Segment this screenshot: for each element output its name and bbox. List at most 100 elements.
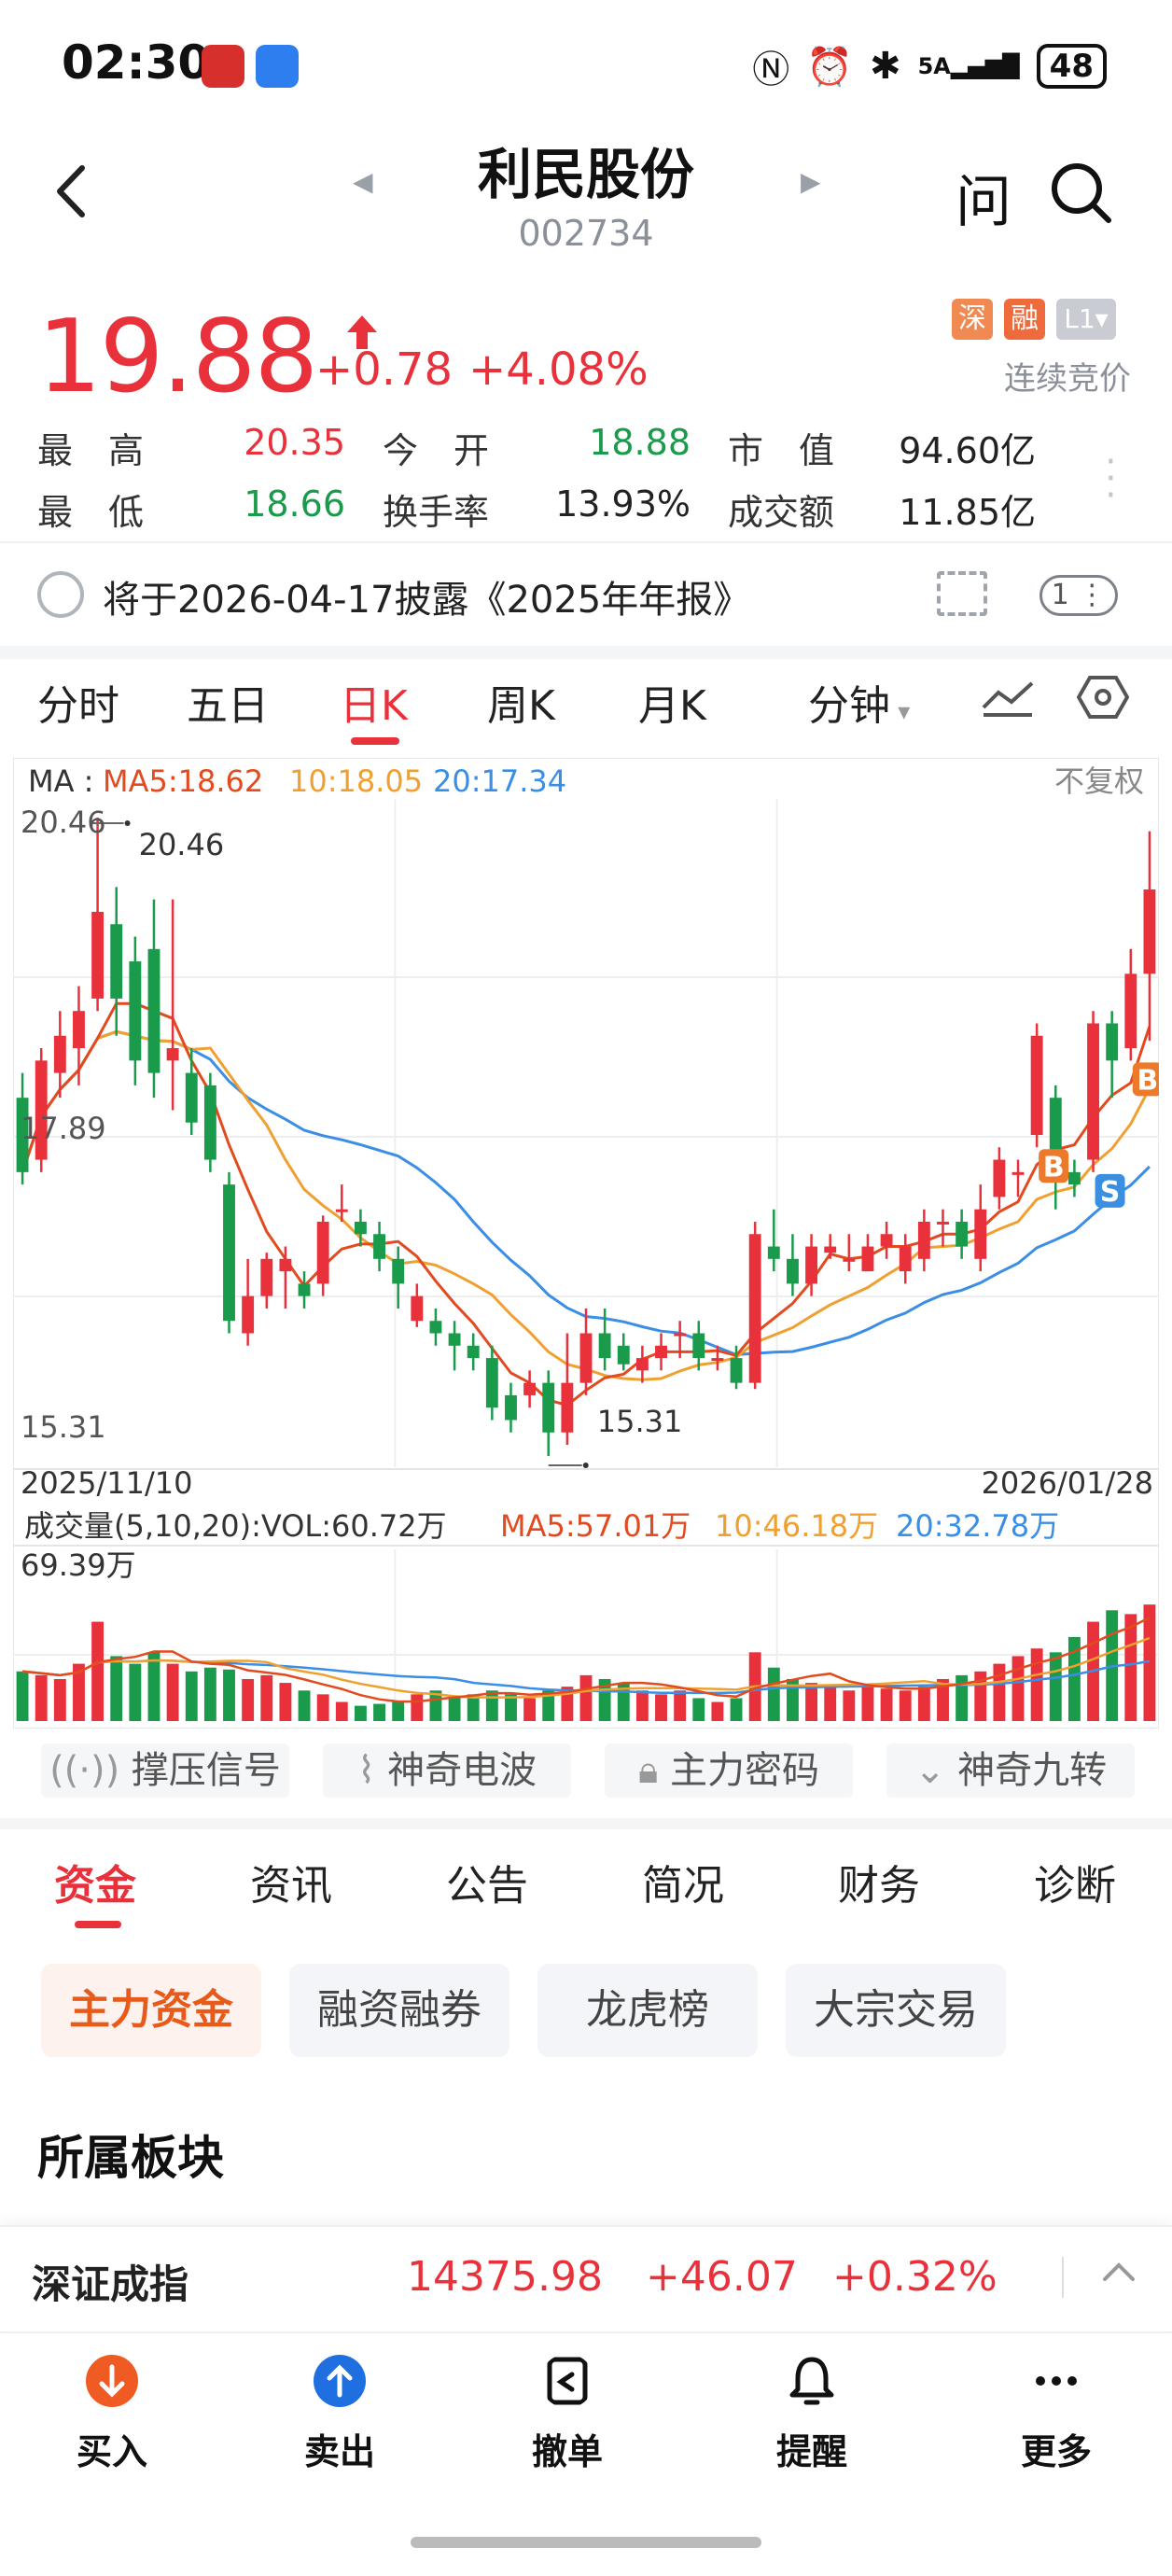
- indicator-line-icon[interactable]: [980, 674, 1036, 721]
- volume-ma-lines: [21, 1616, 1151, 1703]
- volume-bar: [448, 1696, 461, 1721]
- price-change-pct: +4.08%: [468, 343, 649, 396]
- trading-status: 连续竞价: [1004, 360, 1131, 398]
- next-stock-icon[interactable]: ▶: [801, 166, 821, 197]
- candle-body: [316, 1221, 329, 1284]
- tab-monthly-k[interactable]: 月K: [638, 682, 706, 730]
- volume-bar: [392, 1701, 405, 1721]
- tab-weekly-k[interactable]: 周K: [487, 682, 555, 730]
- turnover-rate-label: 换手率: [383, 492, 490, 533]
- nav-buy[interactable]: 买入: [37, 2354, 187, 2474]
- candle-body: [1124, 973, 1137, 1049]
- chart-settings-icon[interactable]: [1077, 674, 1129, 721]
- date-end: 2026/01/28: [982, 1465, 1153, 1501]
- tab-financials[interactable]: 财务: [838, 1862, 920, 1910]
- index-bar[interactable]: [0, 2225, 1172, 2330]
- stock-code: 002734: [518, 213, 654, 254]
- tab-news[interactable]: 资讯: [250, 1862, 332, 1910]
- wave-icon: ⌇: [356, 1749, 388, 1792]
- volume-bar: [1143, 1604, 1156, 1721]
- nav-sell-label: 卖出: [303, 2431, 375, 2472]
- support-resistance-button[interactable]: ((·)) 撑压信号: [41, 1743, 289, 1798]
- tab-announcements[interactable]: 公告: [446, 1862, 528, 1910]
- add-reminder-icon[interactable]: [937, 571, 987, 616]
- bell-icon: [789, 2357, 834, 2405]
- ask-icon[interactable]: 问: [956, 170, 1012, 235]
- nav-alert-label: 提醒: [775, 2431, 847, 2472]
- volume-bar: [53, 1678, 66, 1721]
- notice-count[interactable]: 1 ⋮: [1039, 575, 1118, 616]
- k-line-chart[interactable]: B S B MA : MA5:18.62 10:18.05 20:17.34 不复权…: [13, 758, 1159, 1729]
- volume-bar: [635, 1690, 649, 1721]
- tab-intraday[interactable]: 分时: [37, 682, 119, 730]
- volume-bar: [1067, 1636, 1081, 1721]
- candle-body: [279, 1258, 292, 1272]
- chip-main-funds[interactable]: 主力资金: [41, 1964, 261, 2057]
- adjust-mode[interactable]: 不复权: [1054, 763, 1144, 799]
- tab-daily-k[interactable]: 日K: [340, 682, 408, 730]
- candle-body: [242, 1295, 255, 1334]
- divider: [1062, 2257, 1064, 2298]
- candle-body: [91, 911, 105, 999]
- volume-bar: [880, 1688, 893, 1721]
- candle-body: [185, 1072, 198, 1123]
- nav-cancel-order[interactable]: 撤单: [493, 2354, 642, 2474]
- high-label: 最 高: [37, 430, 145, 471]
- candle-body: [129, 961, 142, 1061]
- nav-more[interactable]: 更多: [982, 2354, 1131, 2474]
- active-tab-indicator: [351, 737, 399, 745]
- back-button[interactable]: [49, 159, 95, 224]
- magic-wave-button[interactable]: ⌇ 神奇电波: [323, 1743, 571, 1798]
- candle-body: [1143, 889, 1156, 974]
- nav-sell[interactable]: 卖出: [265, 2354, 414, 2474]
- candles: [16, 818, 1156, 1468]
- market-cap-label: 市 值: [728, 430, 835, 471]
- tab-diagnosis[interactable]: 诊断: [1034, 1862, 1116, 1910]
- candle-body: [16, 1098, 29, 1172]
- volume-bar: [485, 1690, 498, 1721]
- high-marker-label: 20.46: [139, 827, 225, 862]
- main-force-code-button[interactable]: 🔒︎ 主力密码: [605, 1743, 853, 1798]
- nav-more-label: 更多: [1020, 2431, 1092, 2472]
- more-quote-icon[interactable]: · · ·: [1105, 441, 1117, 517]
- chip-dragon-tiger[interactable]: 龙虎榜: [537, 1964, 758, 2057]
- volume-bar: [35, 1674, 48, 1721]
- amount-value: 11.85亿: [899, 492, 1036, 533]
- nav-cancel-order-label: 撤单: [531, 2431, 603, 2472]
- chip-block-trade[interactable]: 大宗交易: [786, 1964, 1006, 2057]
- volume-bar: [223, 1669, 235, 1721]
- chart-grid: [13, 799, 1159, 1721]
- margin-tag: 融: [1004, 299, 1045, 340]
- chip-margin-trading[interactable]: 融资融券: [289, 1964, 509, 2057]
- tab-minute[interactable]: 分钟 ▾: [808, 682, 911, 730]
- tab-five-day[interactable]: 五日: [187, 682, 269, 730]
- buy-badge: [1132, 1062, 1159, 1097]
- notice-text[interactable]: 将于2026-04-17披露《2025年年报》: [103, 579, 751, 622]
- turnover-rate-value: 13.93%: [555, 483, 691, 525]
- candle-body: [1067, 1171, 1081, 1185]
- volume-bar: [1049, 1652, 1062, 1721]
- volume-bar: [411, 1694, 424, 1721]
- magic-nine-button[interactable]: ⌄ 神奇九转: [886, 1743, 1135, 1798]
- volume-bar: [110, 1656, 123, 1721]
- nfc-icon: Ⓝ: [752, 49, 790, 91]
- prev-stock-icon[interactable]: ◀: [353, 166, 373, 197]
- ma10-label: 10:18.05: [289, 763, 423, 799]
- market-cap-value: 94.60亿: [899, 430, 1036, 471]
- volume-bar: [767, 1667, 780, 1721]
- candle-body: [956, 1221, 969, 1247]
- tab-funds[interactable]: 资金: [54, 1862, 136, 1910]
- level-tag[interactable]: L1▾: [1056, 299, 1116, 340]
- stock-name: 利民股份: [477, 143, 694, 206]
- chevron-up-icon[interactable]: [1097, 2251, 1140, 2294]
- alarm-icon: ⏰: [806, 45, 854, 89]
- volume-bar: [1124, 1614, 1137, 1721]
- tab-profile[interactable]: 简况: [642, 1862, 724, 1910]
- candle-body: [203, 1085, 216, 1160]
- notice-bar[interactable]: [0, 541, 1172, 644]
- volume-bar: [16, 1671, 29, 1721]
- volume-bar: [316, 1694, 329, 1721]
- candle-body: [411, 1295, 424, 1322]
- search-icon[interactable]: [1049, 161, 1114, 226]
- nav-alert[interactable]: 提醒: [737, 2354, 886, 2474]
